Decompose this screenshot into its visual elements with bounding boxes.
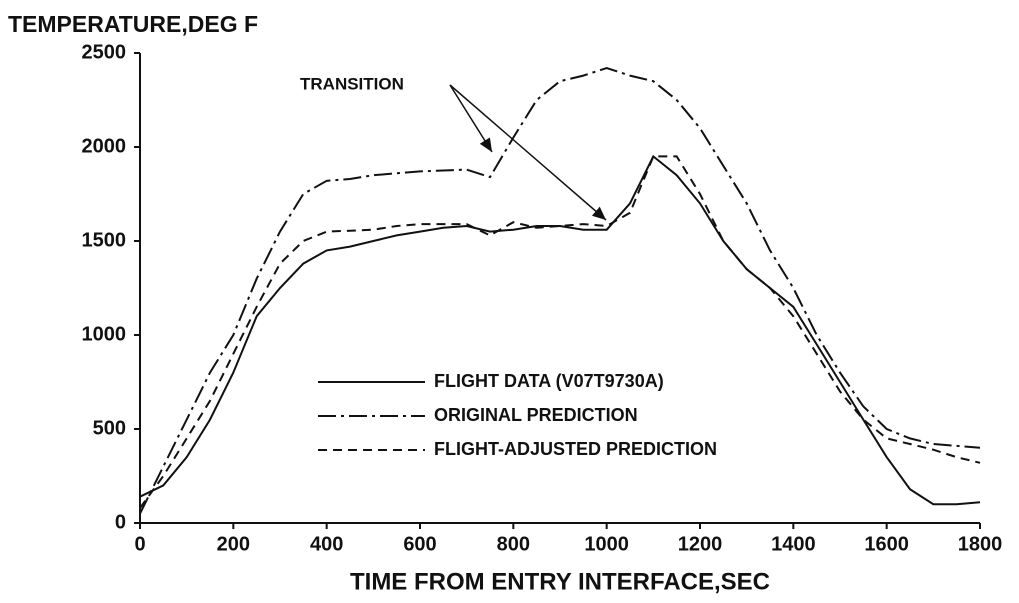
annotation-arrow	[449, 84, 607, 221]
x-tick-label: 800	[497, 533, 530, 555]
series-line	[139, 66, 981, 515]
annotation: TRANSITION	[300, 74, 404, 93]
y-tick-label: 1000	[82, 323, 127, 345]
x-tick-label: 1400	[771, 533, 816, 555]
legend-label: FLIGHT DATA (V07T9730A)	[434, 371, 664, 391]
y-tick-label: 0	[115, 511, 126, 533]
series-line	[139, 154, 981, 506]
y-tick-label: 2000	[82, 135, 127, 157]
x-axis-label: TIME FROM ENTRY INTERFACE,SEC	[350, 568, 770, 595]
annotation-arrow	[449, 84, 493, 153]
chart-title: TEMPERATURE,DEG F	[8, 11, 258, 37]
x-tick-label: 600	[403, 533, 436, 555]
x-tick-label: 0	[134, 533, 145, 555]
x-tick-label: 1000	[584, 533, 629, 555]
y-tick-label: 2500	[82, 41, 127, 63]
x-tick-label: 1800	[958, 533, 1003, 555]
x-tick-label: 200	[217, 533, 250, 555]
x-tick-label: 1200	[678, 533, 723, 555]
x-tick-label: 400	[310, 533, 343, 555]
legend-label: FLIGHT-ADJUSTED PREDICTION	[434, 439, 717, 459]
legend-label: ORIGINAL PREDICTION	[434, 405, 638, 425]
y-tick-label: 1500	[82, 229, 127, 251]
x-tick-label: 1600	[864, 533, 909, 555]
series-line	[139, 155, 981, 509]
y-tick-label: 500	[93, 417, 126, 439]
